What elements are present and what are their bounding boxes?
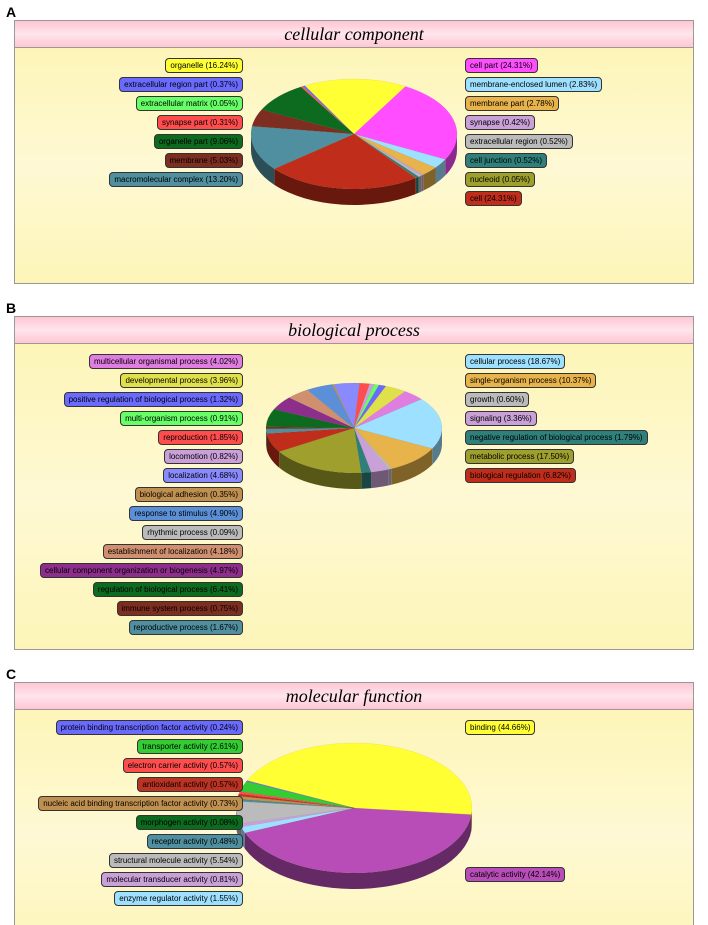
legend-label: enzyme regulator activity (1.55%) (114, 891, 243, 906)
legend-label: multicellular organismal process (4.02%) (89, 354, 243, 369)
legend-label: cell part (24.31%) (465, 58, 538, 73)
chart-block: molecular function protein binding transc… (14, 682, 694, 925)
legend-label: nucleic acid binding transcription facto… (38, 796, 243, 811)
legend-label: metabolic process (17.50%) (465, 449, 574, 464)
legend-label: binding (44.66%) (465, 720, 535, 735)
legend-label: signaling (3.36%) (465, 411, 537, 426)
legend-label: extracellular region part (0.37%) (119, 77, 243, 92)
legend-label: reproductive process (1.67%) (129, 620, 244, 635)
labels-left: multicellular organismal process (4.02%)… (23, 354, 243, 637)
legend-label: organelle part (9.06%) (154, 134, 243, 149)
legend-label: antioxidant activity (0.57%) (137, 777, 243, 792)
labels-right: cellular process (18.67%) single-organism… (465, 354, 685, 485)
panel-letter: C (0, 662, 708, 682)
legend-label: synapse (0.42%) (465, 115, 535, 130)
legend-label: multi-organism process (0.91%) (120, 411, 243, 426)
legend-label: reproduction (1.85%) (158, 430, 243, 445)
legend-label: organelle (16.24%) (165, 58, 243, 73)
chart-body: protein binding transcription factor act… (15, 710, 693, 925)
legend-label: response to stimulus (4.90%) (129, 506, 243, 521)
legend-label: positive regulation of biological proces… (64, 392, 243, 407)
legend-label: protein binding transcription factor act… (56, 720, 243, 735)
legend-label: negative regulation of biological proces… (465, 430, 648, 445)
legend-label: cellular component organization or bioge… (40, 563, 243, 578)
legend-label: immune system process (0.75%) (117, 601, 243, 616)
legend-label: synapse part (0.31%) (157, 115, 243, 130)
legend-label: single-organism process (10.37%) (465, 373, 596, 388)
chart-block: biological process multicellular organism… (14, 316, 694, 650)
legend-label: nucleoid (0.05%) (465, 172, 535, 187)
chart-title: biological process (15, 317, 693, 344)
chart-title: molecular function (15, 683, 693, 710)
labels-left: protein binding transcription factor act… (23, 720, 243, 908)
legend-label: developmental process (3.96%) (120, 373, 243, 388)
legend-label: biological regulation (6.82%) (465, 468, 576, 483)
legend-label: catalytic activity (42.14%) (465, 867, 565, 882)
chart-body: multicellular organismal process (4.02%)… (15, 344, 693, 649)
legend-label: transporter activity (2.61%) (137, 739, 243, 754)
legend-label: macromolecular complex (13.20%) (109, 172, 243, 187)
legend-label: establishment of localization (4.18%) (103, 544, 243, 559)
legend-label: molecular transducer activity (0.81%) (101, 872, 243, 887)
legend-label: electron carrier activity (0.57%) (123, 758, 243, 773)
legend-label: cellular process (18.67%) (465, 354, 565, 369)
legend-label: membrane-enclosed lumen (2.83%) (465, 77, 602, 92)
viewport: Acellular component organelle (16.24%) ext… (0, 0, 708, 925)
pie-chart (249, 76, 459, 211)
panel-letter: B (0, 296, 708, 316)
legend-label: membrane part (2.78%) (465, 96, 559, 111)
legend-label: morphogen activity (0.08%) (136, 815, 243, 830)
labels-right: binding (44.66%) catalytic activity (42.1… (465, 720, 685, 884)
legend-label: receptor activity (0.48%) (147, 834, 243, 849)
legend-label: rhythmic process (0.09%) (142, 525, 243, 540)
legend-label: membrane (5.03%) (165, 153, 243, 168)
chart-block: cellular component organelle (16.24%) extr… (14, 20, 694, 284)
pie-chart (264, 380, 444, 495)
chart-title: cellular component (15, 21, 693, 48)
legend-label: cell junction (0.52%) (465, 153, 547, 168)
legend-label: regulation of biological process (6.41%) (93, 582, 243, 597)
legend-label: biological adhesion (0.35%) (135, 487, 243, 502)
legend-label: structural molecule activity (5.54%) (109, 853, 243, 868)
panel-letter: A (0, 0, 708, 20)
pie-chart (234, 740, 474, 895)
labels-right: cell part (24.31%) membrane-enclosed lume… (465, 58, 685, 208)
legend-label: localization (4.68%) (163, 468, 243, 483)
labels-left: organelle (16.24%) extracellular region p… (23, 58, 243, 189)
legend-label: cell (24.31%) (465, 191, 522, 206)
legend-label: extracellular region (0.52%) (465, 134, 573, 149)
legend-label: locomotion (0.82%) (164, 449, 243, 464)
legend-label: extracellular matrix (0.05%) (136, 96, 243, 111)
legend-label: growth (0.60%) (465, 392, 529, 407)
chart-body: organelle (16.24%) extracellular region p… (15, 48, 693, 283)
